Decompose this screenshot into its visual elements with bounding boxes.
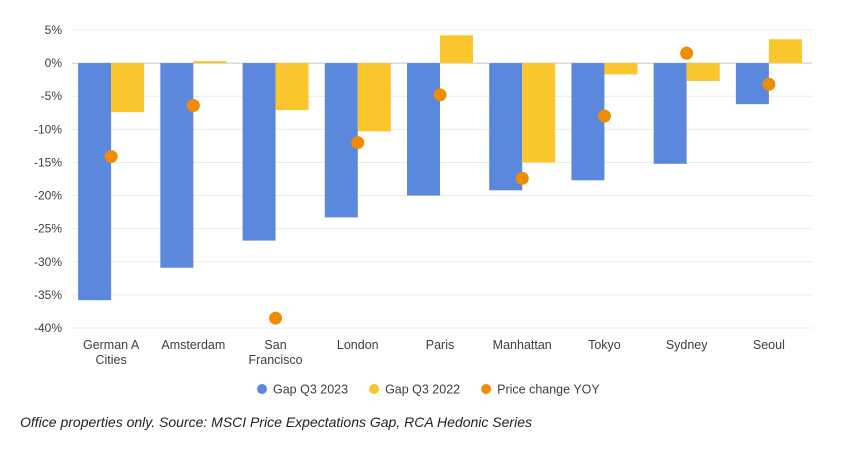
bar-gap-q3-2022 [357, 63, 391, 132]
bar-gap-q3-2022 [193, 61, 227, 64]
x-category-label: Tokyo [588, 338, 621, 352]
x-category-label: Francisco [248, 353, 302, 367]
point-price-change-yoy [597, 109, 611, 123]
bar-gap-q3-2023 [78, 63, 112, 301]
bar-gap-q3-2023 [242, 63, 276, 241]
point-price-change-yoy [104, 149, 118, 163]
legend-marker [369, 384, 380, 394]
x-category-label: Amsterdam [161, 338, 225, 352]
legend-label: Gap Q3 2023 [273, 383, 348, 397]
bar-gap-q3-2022 [275, 63, 309, 111]
point-price-change-yoy [269, 311, 283, 325]
bar-gap-q3-2023 [653, 63, 687, 164]
y-tick-label: -20% [34, 189, 62, 203]
y-tick-label: -5% [41, 89, 63, 103]
bar-gap-q3-2023 [160, 63, 194, 268]
point-price-change-yoy [433, 88, 447, 102]
y-tick-label: -15% [34, 155, 62, 169]
legend-marker [257, 384, 267, 394]
y-tick-label: 5% [45, 23, 63, 37]
y-tick-label: 0% [45, 56, 63, 70]
bar-gap-q3-2022 [522, 63, 556, 163]
bar-gap-q3-2023 [489, 63, 523, 191]
y-tick-label: -35% [34, 288, 62, 302]
point-price-change-yoy [186, 98, 200, 112]
y-tick-label: -40% [34, 321, 62, 335]
y-tick-label: -30% [34, 255, 62, 269]
bar-gap-q3-2023 [571, 63, 605, 181]
legend-label: Price change YOY [497, 383, 600, 397]
x-category-label: Manhattan [493, 338, 552, 352]
x-category-label: Paris [426, 338, 454, 352]
x-category-label: Sydney [666, 338, 708, 352]
bar-gap-q3-2022 [768, 39, 802, 64]
y-tick-label: -10% [34, 122, 62, 136]
footnote: Office properties only. Source: MSCI Pri… [20, 414, 532, 430]
x-category-label: German A [83, 338, 140, 352]
bar-gap-q3-2022 [440, 35, 473, 64]
point-price-change-yoy [515, 171, 529, 185]
x-category-label: San [264, 338, 286, 352]
x-category-label: London [337, 338, 379, 352]
x-category-label: Seoul [753, 338, 785, 352]
legend-label: Gap Q3 2022 [385, 383, 460, 397]
point-price-change-yoy [351, 136, 365, 150]
bar-gap-q3-2022 [111, 63, 145, 113]
point-price-change-yoy [762, 77, 776, 91]
point-price-change-yoy [680, 46, 694, 60]
legend-marker [481, 384, 492, 394]
x-category-label: Cities [95, 353, 126, 367]
y-tick-label: -25% [34, 222, 62, 236]
bar-gap-q3-2022 [604, 63, 638, 75]
bar-gap-q3-2023 [407, 63, 440, 196]
bar-gap-q3-2022 [686, 63, 720, 81]
